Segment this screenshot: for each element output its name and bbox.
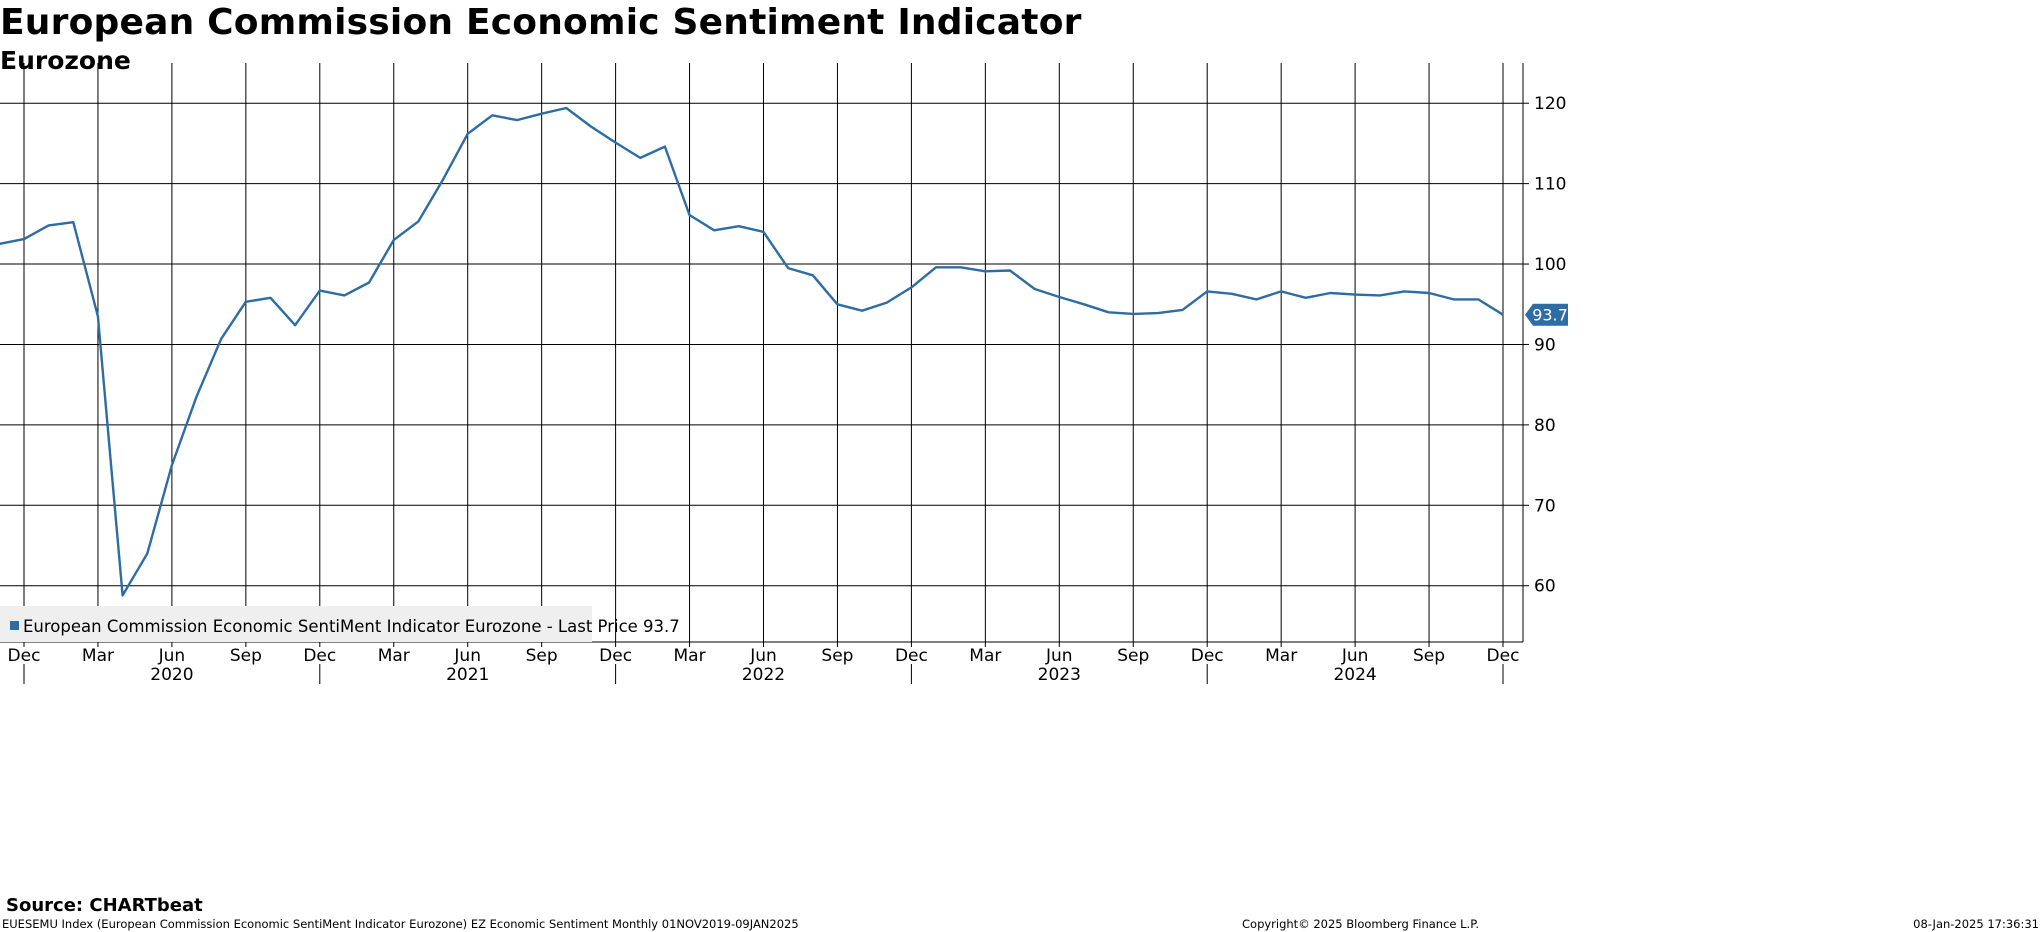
year-label: 2021 — [446, 665, 489, 685]
x-tick-label: Sep — [821, 646, 853, 666]
x-tick-label: Jun — [453, 646, 481, 666]
chart-subtitle: Eurozone — [0, 46, 131, 75]
x-tick-label: Dec — [8, 646, 41, 666]
x-tick-label: Sep — [1117, 646, 1149, 666]
chart-title: European Commission Economic Sentiment I… — [0, 2, 1082, 43]
legend-swatch — [10, 621, 19, 630]
x-tick-label: Sep — [1413, 646, 1445, 666]
y-tick-label: 110 — [1534, 175, 1566, 195]
year-label: 2024 — [1333, 665, 1376, 685]
series-info: EUESEMU Index (European Commission Econo… — [2, 917, 799, 931]
y-tick-label: 60 — [1534, 577, 1556, 597]
x-tick-label: Mar — [82, 646, 114, 666]
y-tick-label: 70 — [1534, 496, 1556, 516]
x-tick-label: Mar — [969, 646, 1001, 666]
y-tick-label: 100 — [1534, 255, 1566, 275]
x-tick-label: Dec — [1487, 646, 1520, 666]
last-value-label: 93.7 — [1532, 306, 1568, 325]
legend-label: European Commission Economic SentiMent I… — [23, 617, 680, 636]
x-tick-label: Dec — [1191, 646, 1224, 666]
x-tick-label: Mar — [1265, 646, 1297, 666]
y-tick-label: 90 — [1534, 335, 1556, 355]
year-label: 2020 — [150, 665, 193, 685]
x-tick-label: Jun — [1341, 646, 1369, 666]
x-tick-label: Mar — [674, 646, 706, 666]
x-tick-label: Dec — [303, 646, 336, 666]
x-tick-label: Jun — [1045, 646, 1073, 666]
year-label: 2023 — [1038, 665, 1081, 685]
x-tick-label: Dec — [599, 646, 632, 666]
series-line — [0, 106, 1504, 597]
year-label: 2022 — [742, 665, 785, 685]
copyright-notice: Copyright© 2025 Bloomberg Finance L.P. — [1242, 917, 1479, 931]
x-tick-label: Mar — [378, 646, 410, 666]
x-tick-label: Sep — [230, 646, 262, 666]
x-tick-label: Dec — [895, 646, 928, 666]
timestamp: 08-Jan-2025 17:36:31 — [1913, 917, 2039, 931]
source-label: Source: CHARTbeat — [6, 895, 203, 916]
y-tick-label: 80 — [1534, 416, 1556, 436]
legend-box — [0, 606, 592, 642]
last-value-tag — [1525, 303, 1568, 326]
x-tick-label: Jun — [749, 646, 777, 666]
x-tick-label: Sep — [526, 646, 558, 666]
y-tick-label: 120 — [1534, 94, 1566, 114]
x-tick-label: Jun — [158, 646, 186, 666]
